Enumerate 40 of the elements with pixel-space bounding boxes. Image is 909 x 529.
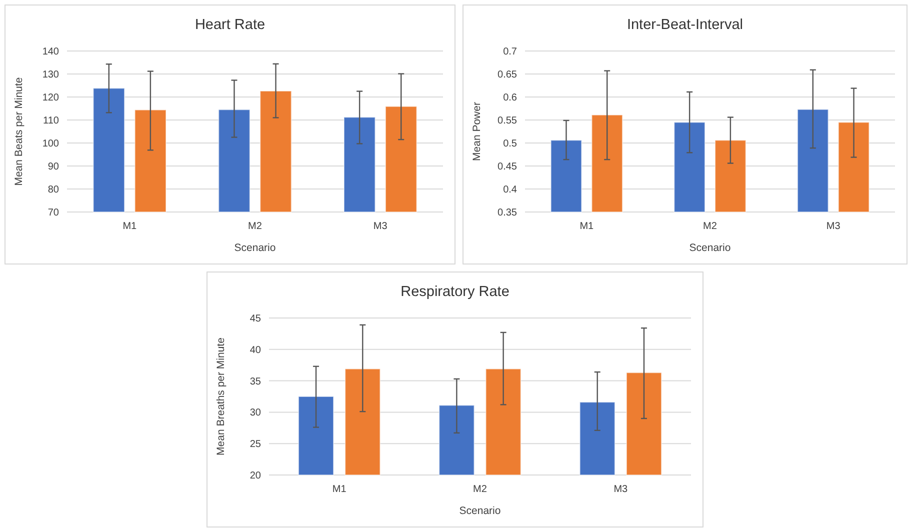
y-tick-label: 20 <box>250 470 262 482</box>
y-tick-label: 30 <box>250 408 262 419</box>
y-tick-label: 45 <box>250 314 262 324</box>
y-tick-label: 80 <box>48 184 60 196</box>
x-tick-label: M3 <box>373 221 388 232</box>
y-tick-label: 90 <box>48 162 60 172</box>
y-tick-label: 0.35 <box>498 208 518 218</box>
x-tick-label: M1 <box>122 221 138 232</box>
y-axis-title: Mean Beats per Minute <box>13 77 25 186</box>
x-tick-label: M2 <box>703 221 718 232</box>
y-tick-label: 140 <box>42 46 60 58</box>
y-tick-label: 25 <box>250 439 262 450</box>
y-tick-label: 130 <box>42 70 60 80</box>
y-tick-label: 0.7 <box>503 46 518 58</box>
y-tick-label: 35 <box>250 376 262 388</box>
y-tick-label: 0.5 <box>503 138 518 150</box>
x-tick-label: M1 <box>580 221 594 232</box>
x-axis-title: Scenario <box>689 242 731 254</box>
x-tick-label: M2 <box>248 221 262 232</box>
chart-title: Heart Rate <box>194 17 266 33</box>
x-tick-label: M3 <box>614 484 628 495</box>
x-tick-label: M1 <box>332 484 347 495</box>
y-tick-label: 0.65 <box>498 70 518 80</box>
chart-title: Respiratory Rate <box>400 284 510 300</box>
y-tick-label: 70 <box>48 208 60 218</box>
y-tick-label: 0.4 <box>503 184 518 196</box>
y-axis-title: Mean Power <box>471 102 483 161</box>
x-axis-title: Scenario <box>459 505 501 517</box>
x-tick-label: M3 <box>826 221 841 232</box>
chart-title: Inter-Beat-Interval <box>626 17 744 33</box>
y-tick-label: 100 <box>42 138 60 150</box>
x-axis-title: Scenario <box>234 242 276 254</box>
x-tick-label: M2 <box>473 484 488 495</box>
y-tick-label: 110 <box>43 116 60 126</box>
y-tick-label: 0.6 <box>503 92 518 104</box>
y-tick-label: 120 <box>42 92 60 104</box>
y-tick-label: 40 <box>250 344 262 356</box>
y-tick-label: 0.55 <box>498 116 518 126</box>
y-tick-label: 0.45 <box>498 162 518 172</box>
y-axis-title: Mean Breaths per Minute <box>215 337 227 456</box>
